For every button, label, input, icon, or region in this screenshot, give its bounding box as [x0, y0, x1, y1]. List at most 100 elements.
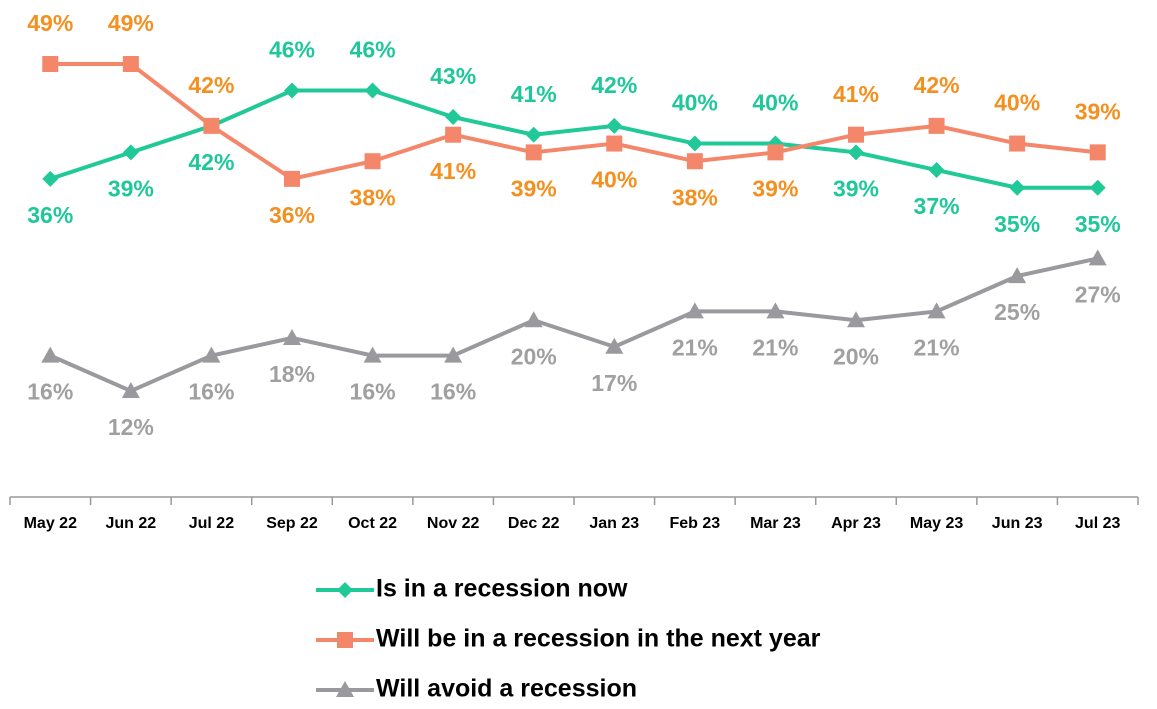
data-label: 39% — [108, 175, 154, 201]
data-point — [284, 170, 300, 187]
data-label: 16% — [188, 379, 234, 405]
data-label: 16% — [430, 379, 476, 405]
data-point — [928, 117, 945, 134]
data-label: 18% — [269, 361, 315, 387]
x-tick-label: May 22 — [24, 515, 77, 532]
data-point — [202, 346, 221, 363]
data-label: 16% — [350, 379, 396, 405]
data-point — [445, 109, 462, 126]
data-point — [1009, 179, 1026, 196]
x-tick-label: May 23 — [910, 515, 963, 532]
data-label: 21% — [752, 335, 798, 361]
data-label: 21% — [914, 335, 960, 361]
data-point — [445, 126, 462, 143]
data-label: 16% — [27, 379, 73, 405]
data-point — [927, 302, 946, 319]
data-point — [283, 328, 301, 345]
data-label: 42% — [188, 149, 234, 175]
x-tick-label: Oct 22 — [348, 515, 397, 532]
data-point — [525, 126, 542, 143]
data-point — [122, 144, 139, 161]
data-label: 35% — [1075, 211, 1121, 237]
data-label: 42% — [188, 72, 234, 98]
data-point — [1088, 249, 1107, 266]
data-point — [364, 82, 381, 99]
data-point — [606, 135, 623, 152]
data-label: 41% — [430, 158, 476, 184]
x-tick-label: Apr 23 — [831, 515, 881, 532]
x-tick-label: Nov 22 — [427, 515, 480, 532]
series-line — [49, 256, 1099, 394]
data-label: 36% — [27, 202, 73, 228]
data-label: 21% — [672, 335, 718, 361]
data-point — [524, 311, 543, 328]
data-point — [1089, 179, 1106, 196]
data-point — [1009, 135, 1026, 152]
x-tick-label: Mar 23 — [750, 515, 801, 532]
data-point — [685, 302, 704, 319]
x-tick-label: Jun 22 — [106, 515, 157, 532]
data-label: 42% — [591, 72, 637, 98]
legend-marker — [337, 582, 353, 598]
data-point — [364, 153, 381, 170]
x-tick-label: Jan 23 — [589, 515, 639, 532]
data-label: 36% — [269, 202, 315, 228]
data-point — [767, 144, 784, 161]
data-label: 46% — [350, 37, 396, 63]
legend-label: Will be in a recession in the next year — [376, 625, 821, 653]
data-label: 25% — [994, 299, 1040, 325]
data-label: 49% — [108, 10, 154, 36]
data-point — [121, 381, 140, 398]
data-point — [42, 56, 59, 73]
data-point — [525, 144, 542, 161]
data-label: 12% — [108, 414, 154, 440]
x-tick-label: Feb 23 — [670, 515, 721, 532]
data-label: 39% — [1075, 98, 1121, 124]
data-point — [444, 346, 463, 363]
data-label: 42% — [914, 72, 960, 98]
data-point — [363, 346, 382, 363]
x-tick-label: Jul 23 — [1075, 515, 1120, 532]
data-label: 39% — [833, 175, 879, 201]
x-tick-label: Jul 22 — [189, 515, 234, 532]
legend-label: Will avoid a recession — [376, 675, 637, 703]
data-point — [122, 56, 139, 73]
data-point — [847, 311, 865, 328]
data-label: 17% — [591, 370, 637, 396]
data-point — [203, 117, 220, 134]
data-label: 40% — [994, 90, 1040, 116]
data-point — [41, 346, 60, 363]
data-point — [848, 144, 864, 161]
data-label: 43% — [430, 63, 476, 89]
data-point — [42, 170, 59, 187]
data-label: 20% — [511, 343, 557, 369]
data-label: 46% — [269, 37, 315, 63]
data-label: 49% — [27, 10, 73, 36]
data-point — [605, 337, 624, 354]
data-label: 20% — [833, 343, 879, 369]
data-label: 40% — [672, 90, 718, 116]
data-point — [606, 117, 623, 134]
data-point — [1089, 144, 1106, 161]
data-label: 41% — [833, 81, 879, 107]
data-point — [284, 82, 300, 99]
legend-marker — [336, 681, 354, 697]
data-label: 27% — [1075, 281, 1121, 307]
data-label: 41% — [511, 81, 557, 107]
data-point — [686, 153, 703, 170]
legend-label: Is in a recession now — [376, 575, 628, 603]
data-label: 35% — [994, 211, 1040, 237]
legend-marker — [337, 632, 353, 648]
data-label: 37% — [914, 193, 960, 219]
data-label: 39% — [752, 175, 798, 201]
data-label: 40% — [752, 90, 798, 116]
data-point — [766, 302, 785, 319]
series-line — [49, 88, 1098, 190]
x-tick-label: Jun 23 — [992, 515, 1043, 532]
data-point — [1008, 267, 1027, 284]
data-label: 39% — [511, 175, 557, 201]
series-line — [50, 62, 1098, 182]
data-point — [928, 162, 945, 179]
x-tick-label: Sep 22 — [266, 515, 318, 532]
